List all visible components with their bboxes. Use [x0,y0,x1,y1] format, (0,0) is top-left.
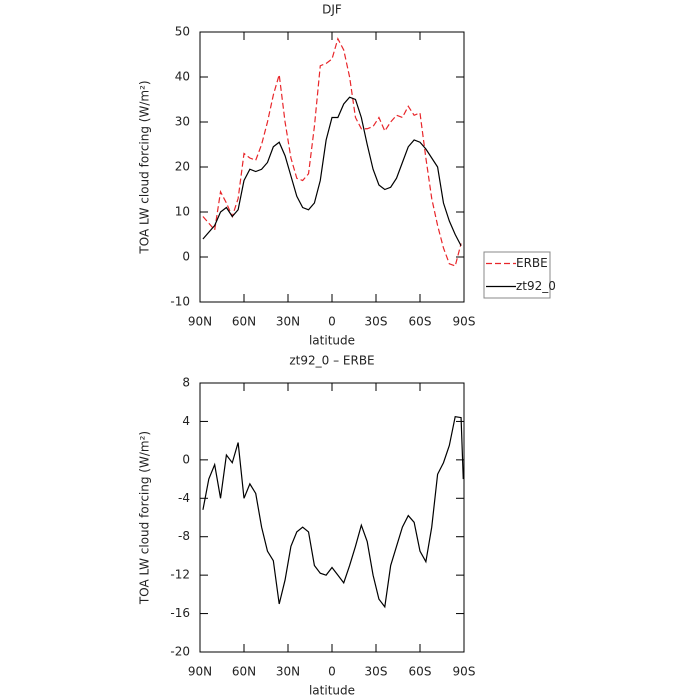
x-tick-label: 60S [409,665,432,679]
y-axis-label: TOA LW cloud forcing (W/m²) [138,80,152,254]
y-tick-label: 50 [175,25,190,39]
y-tick-label: -12 [170,568,190,582]
y-tick-label: -8 [178,529,190,543]
plot-frame [199,31,465,303]
y-tick-label: 4 [182,414,190,428]
y-tick-label: -10 [170,295,190,309]
x-tick-label: 0 [328,315,336,329]
x-tick-label: 60N [232,315,256,329]
x-axis-label: latitude [309,684,355,698]
y-tick-label: 8 [182,376,190,390]
chart-title: DJF [322,3,342,17]
y-tick-label: 10 [175,205,190,219]
legend-label: ERBE [516,256,548,270]
y-tick-label: -16 [170,606,190,620]
x-tick-label: 30S [365,315,388,329]
x-tick-label: 30N [276,665,300,679]
y-tick-label: 0 [182,250,190,264]
y-tick-label: -4 [178,491,190,505]
x-tick-label: 60N [232,665,256,679]
legend-box [483,251,551,299]
x-tick-label: 60S [409,315,432,329]
y-tick-label: 20 [175,160,190,174]
series-line [202,415,464,609]
series-line [202,96,462,247]
x-tick-label: 90S [453,315,476,329]
y-tick-label: 30 [175,115,190,129]
x-tick-label: 90N [188,315,212,329]
x-tick-label: 0 [328,665,336,679]
x-axis-label: latitude [309,334,355,348]
y-tick-label: -20 [170,645,190,659]
x-tick-label: 30S [365,665,388,679]
y-tick-label: 0 [182,452,190,466]
y-axis-label: TOA LW cloud forcing (W/m²) [138,431,152,605]
x-tick-label: 30N [276,315,300,329]
plot-frame [199,382,465,653]
legend-label: zt92_0 [516,279,556,293]
x-tick-label: 90N [188,665,212,679]
y-tick-label: 40 [175,70,190,84]
chart-title: zt92_0 – ERBE [289,354,374,368]
x-tick-label: 90S [453,665,476,679]
series-line [202,37,462,267]
